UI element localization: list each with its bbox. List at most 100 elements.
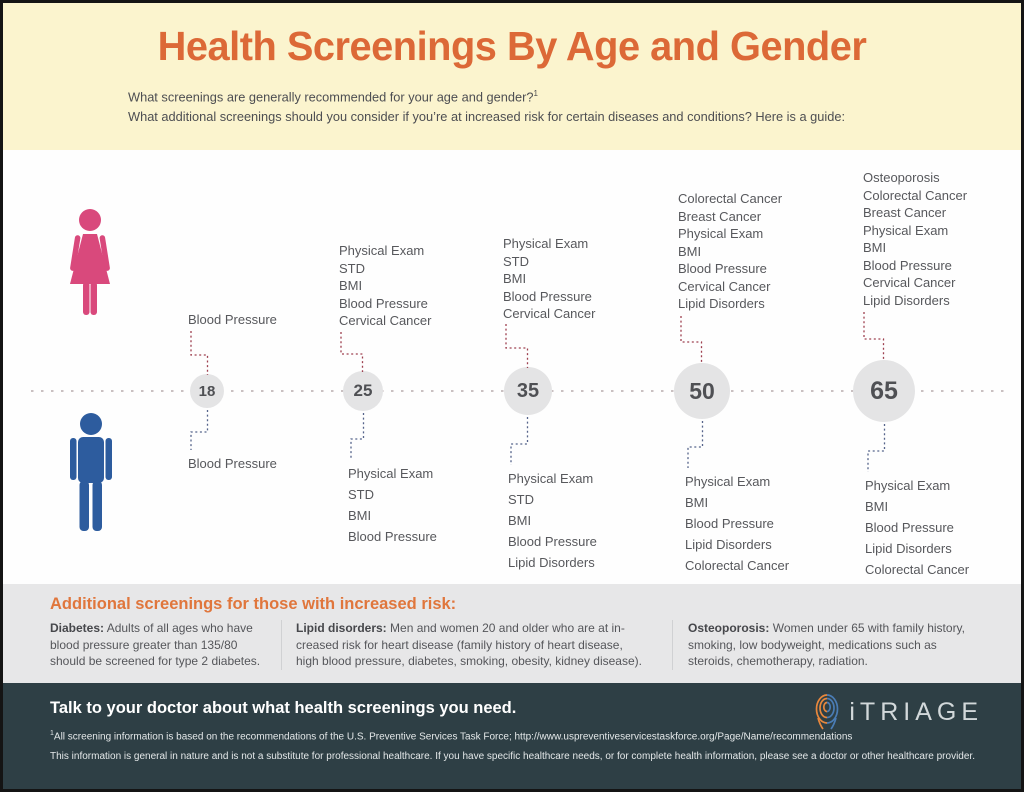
screening-item: Blood Pressure <box>678 261 767 276</box>
screening-item: Colorectal Cancer <box>685 558 790 573</box>
screening-item: BMI <box>508 513 532 528</box>
screening-item: Blood Pressure <box>503 288 592 304</box>
risk-text: blood pressure greater than 135/80 <box>50 637 238 652</box>
screening-item: Physical Exam <box>503 236 589 251</box>
female-screenings-65: Osteoporosis Colorectal Cancer Breast Canc… <box>863 169 967 309</box>
risk-term: Diabetes: <box>50 621 105 635</box>
screening-item: STD <box>503 253 529 269</box>
footnote-2: This information is general in nature an… <box>50 751 975 763</box>
footnote-1: 1All screening information is based on t… <box>50 730 1013 742</box>
footnote-superscript: 1 <box>50 730 54 737</box>
footnote-text: All screening information is based on th… <box>53 731 853 743</box>
screening-item: Cervical Cancer <box>339 313 432 328</box>
subtitle-line-1: What screenings are generally recommende… <box>128 84 1021 107</box>
age-marker-35: 35 <box>504 367 552 415</box>
female-screenings-50: Colorectal Cancer Breast Cancer Physical E… <box>678 190 782 313</box>
screening-item: STD <box>508 492 534 507</box>
male-connector-25 <box>350 413 365 460</box>
screening-item: Blood Pressure <box>348 529 437 544</box>
screening-item: Blood Pressure <box>188 312 277 327</box>
screening-item: Physical Exam <box>863 222 949 238</box>
screening-item: Colorectal Cancer <box>678 191 783 206</box>
male-connector-35 <box>510 417 529 465</box>
screening-item: Blood Pressure <box>339 295 428 311</box>
screening-item: Breast Cancer <box>863 205 947 220</box>
page-title: Health Screenings By Age and Gender <box>157 23 867 69</box>
header: Health Screenings By Age and Gender What… <box>3 3 1021 150</box>
screening-item: Blood Pressure <box>863 257 952 273</box>
risk-item-lipid-disorders: Lipid disorders: Men and women 20 and ol… <box>281 620 672 670</box>
risk-text: Women under 65 with family history, <box>772 621 966 635</box>
footnote-reference: 1 <box>533 89 538 98</box>
male-screenings-25: Physical Exam STD BMI Blood Pressure <box>348 463 437 547</box>
age-marker-18: 18 <box>190 374 224 408</box>
risk-columns: Diabetes: Adults of all ages who have bl… <box>50 620 1021 670</box>
brand-logo: iTRIAGE <box>813 693 983 731</box>
screening-item: Colorectal Cancer <box>865 562 970 577</box>
male-connector-50 <box>687 421 704 468</box>
screening-item: Blood Pressure <box>865 520 954 535</box>
screening-item: Osteoporosis <box>863 170 940 185</box>
screening-item: BMI <box>865 499 889 514</box>
screening-item: Physical Exam <box>508 471 594 486</box>
male-icon <box>70 413 112 531</box>
subtitle-text: What screenings are generally recommende… <box>128 89 534 105</box>
screening-item: Blood Pressure <box>685 516 774 531</box>
screening-item: BMI <box>503 271 527 286</box>
screening-item: Physical Exam <box>678 226 764 241</box>
screening-item: Colorectal Cancer <box>863 187 968 203</box>
age-marker-25: 25 <box>343 371 383 411</box>
female-connector-25 <box>340 332 364 372</box>
female-screenings-25: Physical Exam STD BMI Blood Pressure Cervica… <box>339 242 431 330</box>
risk-term: Osteoporosis: <box>688 621 770 635</box>
screening-item: Lipid Disorders <box>508 555 595 570</box>
female-icon <box>70 209 110 315</box>
male-screenings-18: Blood Pressure <box>188 453 277 474</box>
female-screenings-35: Physical Exam STD BMI Blood Pressure Cervica… <box>503 235 595 323</box>
screening-item: BMI <box>685 495 709 510</box>
female-connector-18 <box>190 331 209 375</box>
risk-text: should be screened for type 2 diabetes. <box>50 654 261 668</box>
screening-item: Physical Exam <box>685 474 771 489</box>
male-connector-65 <box>867 424 886 472</box>
male-screenings-35: Physical Exam STD BMI Blood Pressure Lipid D… <box>508 468 597 573</box>
age-marker-65: 65 <box>853 360 915 422</box>
screening-item: Lipid Disorders <box>685 537 772 552</box>
screening-item: Cervical Cancer <box>503 306 596 321</box>
screening-item: STD <box>348 487 374 502</box>
screening-item: Physical Exam <box>339 243 425 258</box>
fingerprint-icon <box>816 694 839 730</box>
screening-item: Lipid Disorders <box>865 541 952 556</box>
screening-item: Physical Exam <box>865 478 951 493</box>
male-screenings-50: Physical Exam BMI Blood Pressure Lipid Diso… <box>685 471 789 576</box>
risk-text: high blood pressure, diabetes, smoking, … <box>296 654 642 668</box>
screening-item: Cervical Cancer <box>863 275 956 290</box>
age-marker-50: 50 <box>674 363 730 419</box>
risk-item-osteoporosis: Osteoporosis: Women under 65 with family… <box>672 620 992 670</box>
screening-item: STD <box>339 260 365 276</box>
risk-section: Additional screenings for those with inc… <box>3 584 1021 683</box>
risk-term: Lipid disorders: <box>296 621 387 635</box>
risk-text: smoking, low bodyweight, medications suc… <box>688 637 937 652</box>
timeline-section: 18 25 35 50 65 Blood Pressure Physical E… <box>3 150 1021 584</box>
screening-item: BMI <box>678 243 702 259</box>
risk-item-diabetes: Diabetes: Adults of all ages who have bl… <box>50 620 281 670</box>
footer: Talk to your doctor about what health sc… <box>3 683 1021 789</box>
risk-text: Men and women 20 and older who are at in… <box>390 621 625 635</box>
screening-item: Breast Cancer <box>678 208 762 224</box>
risk-text: creased risk for heart disease (family h… <box>296 637 623 652</box>
subtitle-line-2: What additional screenings should you co… <box>128 109 846 125</box>
screening-item: BMI <box>339 278 363 293</box>
brand-name: iTRIAGE <box>849 697 983 726</box>
risk-heading: Additional screenings for those with inc… <box>50 595 457 613</box>
screening-item: Blood Pressure <box>188 456 277 471</box>
screening-item: Physical Exam <box>348 466 434 481</box>
risk-text: Adults of all ages who have <box>106 621 253 635</box>
female-screenings-18: Blood Pressure <box>188 311 277 329</box>
risk-text: steroids, chemotherapy, radiation. <box>688 654 868 668</box>
screening-item: Cervical Cancer <box>678 278 771 294</box>
screening-item: BMI <box>863 240 887 255</box>
footer-headline: Talk to your doctor about what health sc… <box>50 699 517 717</box>
screening-item: Lipid Disorders <box>863 292 950 308</box>
